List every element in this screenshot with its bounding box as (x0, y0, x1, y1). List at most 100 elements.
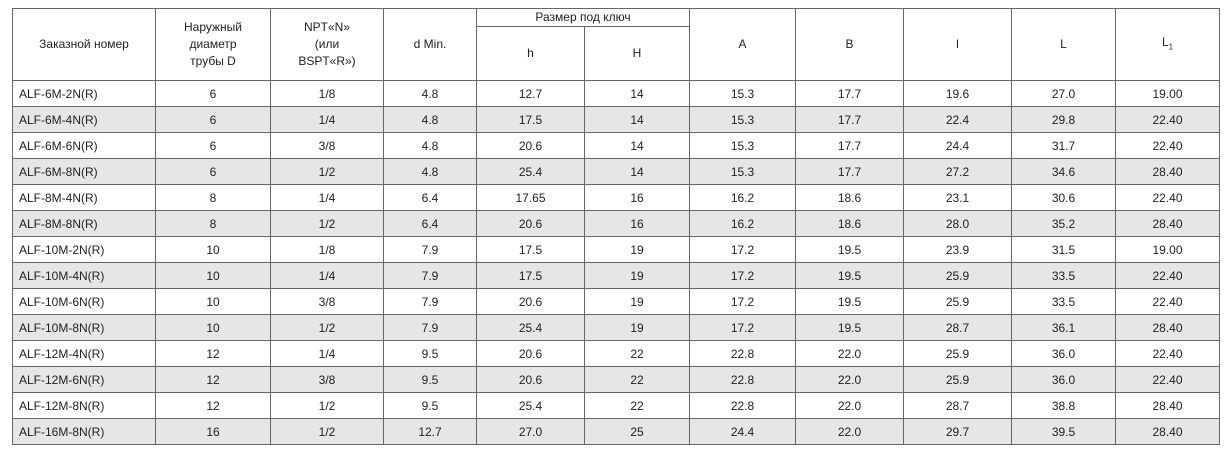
table-cell: 28.7 (903, 314, 1013, 341)
table-cell: 10 (155, 262, 271, 289)
table-cell: 6 (155, 158, 271, 185)
table-cell: 19 (583, 314, 691, 341)
table-cell: 17.5 (476, 262, 585, 289)
table-cell: 7.9 (383, 236, 477, 263)
header-cell: Наружный диаметр трубы D (155, 8, 271, 81)
table-cell: 14 (583, 106, 691, 133)
header-line: трубы D (190, 54, 236, 68)
table-cell: 22.8 (689, 340, 797, 367)
table-cell: 12 (155, 392, 271, 419)
table-cell: 17.7 (795, 106, 905, 133)
table-cell: 27.0 (1011, 80, 1117, 107)
table-cell: 6.4 (383, 184, 477, 211)
table-cell: 19.5 (795, 262, 905, 289)
table-cell: 23.1 (903, 184, 1013, 211)
table-cell: 1/2 (270, 210, 384, 237)
table-cell: 17.5 (476, 236, 585, 263)
table-cell: 22.8 (689, 366, 797, 393)
table-cell: 17.65 (476, 184, 585, 211)
table-cell: ALF-16M-8N(R) (12, 418, 156, 445)
table-cell: 36.1 (1011, 314, 1117, 341)
table-cell: 36.0 (1011, 340, 1117, 367)
table-cell: ALF-10M-8N(R) (12, 314, 156, 341)
table-cell: 28.40 (1115, 392, 1221, 419)
table-cell: 27.2 (903, 158, 1013, 185)
header-text: L (1161, 34, 1169, 49)
table-cell: 1/4 (270, 106, 384, 133)
table-cell: 19 (583, 236, 691, 263)
table-cell: 22 (583, 366, 691, 393)
header-cell: L1 (1115, 8, 1221, 81)
table-cell: 19.5 (795, 288, 905, 315)
table-cell: ALF-12M-6N(R) (12, 366, 156, 393)
header-line: Наружный (184, 20, 242, 34)
table-cell: 20.6 (476, 340, 585, 367)
table-cell: 3/8 (270, 132, 384, 159)
header-line: диаметр (189, 37, 237, 51)
table-cell: 12.7 (383, 418, 477, 445)
table-cell: 4.8 (383, 80, 477, 107)
table-cell: 7.9 (383, 262, 477, 289)
header-cell: l (903, 8, 1013, 81)
table-cell: 12 (155, 366, 271, 393)
table-cell: 7.9 (383, 288, 477, 315)
table-row: ALF-16M-8N(R) 16 1/2 12.7 27.0 25 24.4 22.0 29.7… (12, 418, 1221, 445)
table-cell: 9.5 (383, 366, 477, 393)
table-row: ALF-8M-8N(R) 8 1/2 6.4 20.6 16 16.2 18.6 28.0 35.… (12, 210, 1221, 237)
header-line: NPT«N» (303, 20, 350, 34)
table-cell: 8 (155, 210, 271, 237)
table-cell: 16 (155, 418, 271, 445)
table-cell: 15.3 (689, 80, 797, 107)
table-cell: 4.8 (383, 158, 477, 185)
table-cell: 31.7 (1011, 132, 1117, 159)
table-cell: ALF-10M-4N(R) (12, 262, 156, 289)
table-cell: 18.6 (795, 210, 905, 237)
table-cell: 22.4 (903, 106, 1013, 133)
table-cell: 29.7 (903, 418, 1013, 445)
table-cell: 1/2 (270, 158, 384, 185)
table-cell: 30.6 (1011, 184, 1117, 211)
table-cell: ALF-6M-6N(R) (12, 132, 156, 159)
table-cell: 3/8 (270, 288, 384, 315)
table-cell: 6 (155, 80, 271, 107)
table-cell: 1/2 (270, 314, 384, 341)
table-cell: 4.8 (383, 132, 477, 159)
table-cell: 33.5 (1011, 262, 1117, 289)
table-row: ALF-12M-4N(R) 12 1/4 9.5 20.6 22 22.8 22.0 25.9 3… (12, 340, 1221, 367)
table-cell: 20.6 (476, 210, 585, 237)
table-row: ALF-6M-4N(R) 6 1/4 4.8 17.5 14 15.3 17.7 22.4 29.… (12, 106, 1221, 133)
table-cell: 14 (583, 132, 691, 159)
table-cell: 9.5 (383, 340, 477, 367)
table-cell: 19.5 (795, 236, 905, 263)
table-cell: 23.9 (903, 236, 1013, 263)
table-cell: 10 (155, 288, 271, 315)
table-cell: 3/8 (270, 366, 384, 393)
table-cell: 17.5 (476, 106, 585, 133)
table-cell: ALF-10M-2N(R) (12, 236, 156, 263)
table-cell: 22.8 (689, 392, 797, 419)
table-cell: 25.4 (476, 314, 585, 341)
table-cell: 19 (583, 262, 691, 289)
table-cell: 19 (583, 288, 691, 315)
table-cell: 16.2 (689, 210, 797, 237)
table-cell: 22.0 (795, 392, 905, 419)
table-row: ALF-10M-8N(R) 10 1/2 7.9 25.4 19 17.2 19.5 28.7 3… (12, 314, 1221, 341)
header-cell: A (689, 8, 797, 81)
table-cell: 22.40 (1115, 184, 1221, 211)
table-cell: ALF-8M-8N(R) (12, 210, 156, 237)
header-line: BSPT«R») (298, 54, 356, 68)
spec-table: Заказной номер Наружный диаметр трубы D NP… (12, 8, 1221, 445)
table-cell: 22.40 (1115, 262, 1221, 289)
table-cell: 1/8 (270, 80, 384, 107)
table-cell: 20.6 (476, 288, 585, 315)
header-cell: L (1011, 8, 1117, 81)
table-cell: 25.9 (903, 340, 1013, 367)
table-cell: 39.5 (1011, 418, 1117, 445)
table-cell: 33.5 (1011, 288, 1117, 315)
table-cell: 16.2 (689, 184, 797, 211)
table-row: ALF-10M-4N(R) 10 1/4 7.9 17.5 19 17.2 19.5 25.9 3… (12, 262, 1221, 289)
table-cell: 25.9 (903, 262, 1013, 289)
table-cell: 22 (583, 340, 691, 367)
table-cell: 15.3 (689, 132, 797, 159)
